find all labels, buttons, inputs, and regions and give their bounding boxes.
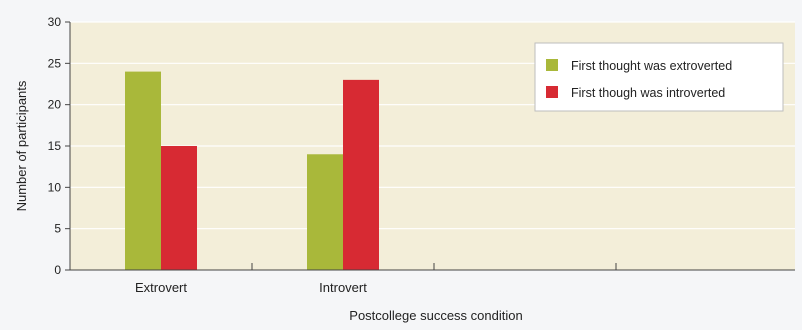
legend-label-extroverted: First thought was extroverted <box>571 59 732 73</box>
legend-label-introverted: First though was introverted <box>571 86 725 100</box>
y-tick-label: 15 <box>48 139 62 153</box>
y-tick-label: 25 <box>48 56 62 70</box>
bar-group <box>125 71 379 270</box>
y-tick-label: 30 <box>48 15 62 29</box>
y-tick-label: 20 <box>48 98 62 112</box>
y-axis-title: Number of participants <box>14 80 29 211</box>
x-axis-title: Postcollege success condition <box>349 308 522 323</box>
y-tick-label: 10 <box>48 180 62 194</box>
x-tick-label: Extrovert <box>135 280 187 295</box>
bar-extrovert-series-1 <box>161 146 197 270</box>
y-tick-label: 0 <box>54 263 61 277</box>
legend-swatch-extroverted <box>546 59 558 71</box>
x-tick-label: Introvert <box>319 280 367 295</box>
y-tick-label: 5 <box>54 222 61 236</box>
y-ticks: 0 5 10 15 20 25 30 <box>48 15 70 277</box>
bar-introvert-series-1 <box>343 79 379 270</box>
legend: First thought was extroverted First thou… <box>534 42 784 112</box>
bar-extrovert-series-0 <box>125 71 161 270</box>
legend-swatch-introverted <box>546 86 558 98</box>
bar-introvert-series-0 <box>307 154 343 270</box>
x-ticks: Extrovert Introvert <box>135 263 617 295</box>
legend-box <box>534 42 784 112</box>
